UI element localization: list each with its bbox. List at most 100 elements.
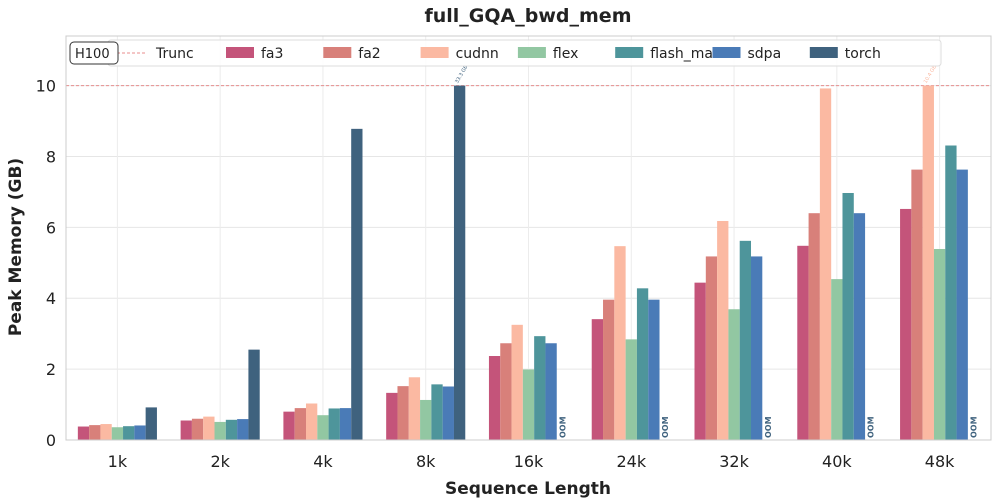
legend-label-sdpa: sdpa: [748, 46, 782, 62]
bar-fa3: [797, 245, 809, 440]
bar-sdpa: [442, 386, 454, 440]
bar-flash_mask: [328, 408, 340, 440]
bar-fa3: [283, 411, 295, 440]
oom-label: OOM: [867, 416, 876, 438]
x-tick-label: 16k: [514, 452, 544, 471]
x-tick-label: 1k: [108, 452, 128, 471]
legend-label-trunc: Trunc: [155, 46, 194, 62]
bar-flex: [728, 309, 740, 440]
bar-cudnn: [305, 403, 318, 440]
bar-fa2: [808, 213, 820, 440]
bar-flex: [625, 339, 637, 440]
bar-fa3: [386, 392, 398, 440]
bar-sdpa: [956, 169, 968, 440]
bar-fa2: [397, 386, 409, 440]
bar-fa2: [89, 425, 101, 440]
bar-fa2: [191, 418, 204, 440]
bar-flash_mask: [739, 240, 752, 440]
x-tick-label: 40k: [822, 452, 852, 471]
bar-torch: [145, 407, 157, 440]
bar-fa3: [488, 356, 501, 440]
bar-flash_mask: [431, 384, 443, 440]
legend-swatch-fa2: [323, 47, 352, 58]
plot-frame: [65, 35, 992, 441]
bar-flex: [214, 421, 226, 440]
bar-sdpa: [545, 343, 557, 440]
bar-sdpa: [751, 256, 763, 440]
bar-cudnn: [511, 324, 523, 440]
legend-swatch-cudnn: [420, 47, 449, 58]
bar-sdpa: [648, 299, 660, 440]
bar-fa3: [900, 208, 912, 440]
hardware-badge-label: H100: [75, 47, 110, 62]
legend-label-cudnn: cudnn: [456, 46, 499, 62]
bar-value-annotation: 33.3 GB: [454, 64, 469, 85]
oom-label: OOM: [558, 416, 567, 438]
bar-torch: [248, 349, 260, 440]
x-tick-label: 8k: [416, 452, 436, 471]
bar-fa3: [591, 319, 604, 440]
bar-fa3: [694, 282, 706, 440]
legend-swatch-fa3: [226, 47, 254, 58]
bar-sdpa: [237, 419, 249, 440]
legend-label-fa2: fa2: [358, 46, 380, 62]
bar-fa2: [705, 256, 718, 440]
bar-cudnn: [408, 377, 421, 440]
bar-cudnn: [922, 85, 934, 440]
bar-flex: [420, 399, 432, 440]
y-tick-label: 10: [36, 77, 56, 96]
bar-sdpa: [134, 425, 146, 440]
bar-fa3: [180, 420, 192, 440]
legend-swatch-flash_mask: [615, 47, 644, 58]
hardware-badge: [69, 41, 119, 65]
x-tick-label: 32k: [719, 452, 749, 471]
bar-fa2: [294, 408, 306, 440]
legend-swatch-torch: [809, 47, 838, 58]
bar-cudnn: [819, 88, 832, 440]
legend-label-fa3: fa3: [261, 46, 283, 62]
bar-cudnn: [100, 424, 112, 440]
x-axis-label: Sequence Length: [445, 479, 611, 499]
bar-cudnn: [203, 416, 215, 440]
x-tick-label: 24k: [616, 452, 646, 471]
bar-flex: [522, 369, 535, 440]
y-tick-label: 4: [46, 289, 56, 308]
bar-torch: [453, 85, 466, 440]
x-tick-label: 48k: [925, 452, 955, 471]
bar-flex: [933, 248, 946, 440]
x-tick-label: 2k: [210, 452, 230, 471]
chart-title: full_GQA_bwd_mem: [424, 5, 631, 27]
ticks: 0 2 4 6 8 10 1k 2k 4k 8k 16k 24k 32k 40k 48k: [36, 77, 956, 471]
bar-flash_mask: [842, 192, 854, 440]
x-tick-label: 4k: [313, 452, 333, 471]
oom-label: OOM: [970, 416, 979, 438]
bar-fa2: [911, 169, 923, 440]
bar-fa3: [77, 426, 90, 440]
bar-fa2: [603, 299, 615, 440]
legend-swatch-sdpa: [712, 47, 741, 58]
bar-sdpa: [339, 408, 352, 440]
bar-flex: [111, 427, 124, 440]
y-tick-label: 6: [46, 218, 56, 237]
oom-label: OOM: [661, 416, 670, 438]
bar-fa2: [500, 343, 512, 440]
oom-label: OOM: [764, 416, 773, 438]
bar-cudnn: [614, 246, 626, 440]
bar-torch: [351, 128, 363, 440]
y-tick-label: 0: [46, 431, 56, 450]
y-tick-label: 8: [46, 147, 56, 166]
bar-flex: [317, 415, 329, 440]
legend-label-flex: flex: [553, 46, 578, 62]
bar-cudnn: [717, 220, 729, 440]
bar-flash_mask: [123, 426, 135, 440]
bar-flash_mask: [945, 145, 957, 441]
legend-swatch-flex: [517, 47, 546, 58]
bar-sdpa: [853, 213, 866, 440]
bar-flex: [831, 279, 843, 440]
bars: OOM OOM OOM OOM OOM 33.3 GB 10.4 GB: [77, 64, 979, 441]
y-axis-label: Peak Memory (GB): [6, 158, 26, 336]
y-tick-label: 2: [46, 360, 56, 379]
legend-label-flash_mask: flash_mask: [650, 46, 729, 62]
bar-flash_mask: [225, 419, 238, 440]
